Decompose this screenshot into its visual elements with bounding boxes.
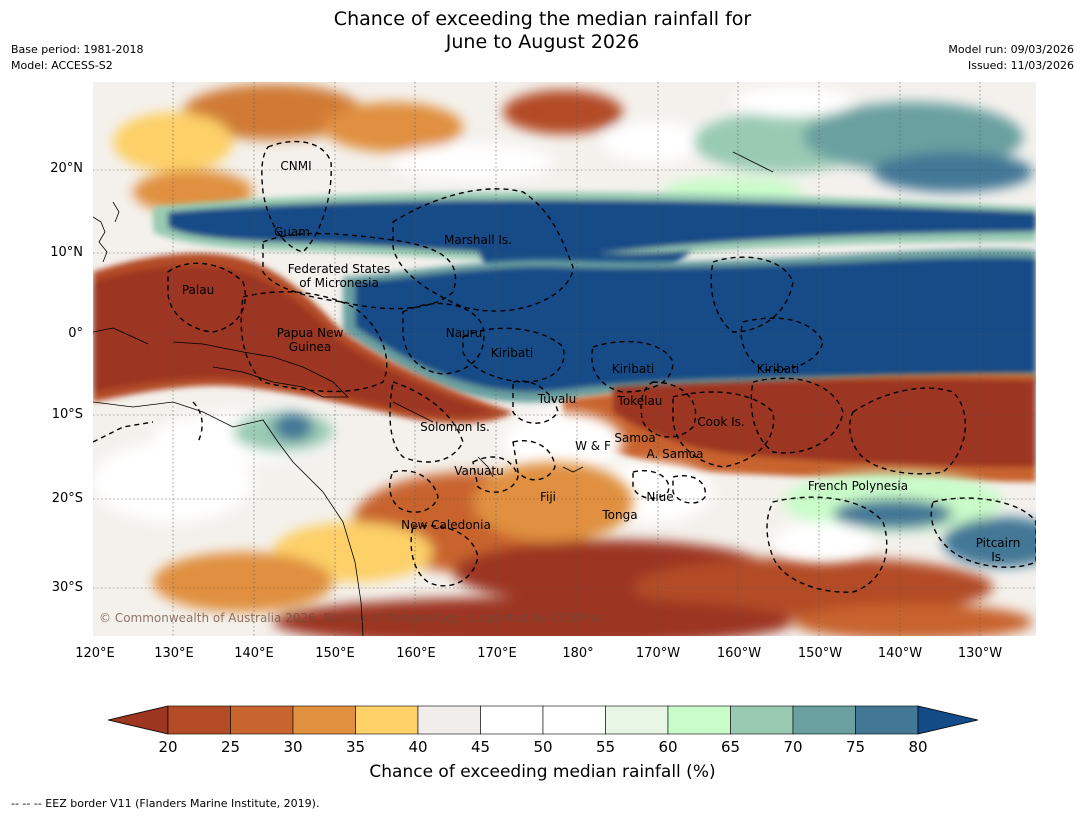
eez-footnote: -- -- -- EEZ border V11 (Flanders Marine… xyxy=(11,797,320,810)
lon-tick-120e: 120°E xyxy=(75,646,115,661)
colorbar-segment xyxy=(167,705,231,735)
colorbar-segment xyxy=(605,705,669,735)
meta-right: Model run: 09/03/2026 Issued: 11/03/2026 xyxy=(948,42,1074,74)
lon-tick-150e: 150°E xyxy=(315,646,355,661)
label-cook-islands: Cook Is. xyxy=(697,415,744,429)
copyright-notice: © Commonwealth of Australia 2026, Bureau… xyxy=(99,611,604,625)
colorbar-label: 20 xyxy=(158,738,178,756)
colorbar-label: 30 xyxy=(283,738,303,756)
lon-tick-170e: 170°E xyxy=(477,646,517,661)
colorbar-title: Chance of exceeding median rainfall (%) xyxy=(369,762,716,782)
colorbar-label: 65 xyxy=(720,738,741,756)
colorbar-segment xyxy=(667,705,731,735)
title-line-2: June to August 2026 xyxy=(445,31,640,53)
lat-tick-20s: 20°S xyxy=(51,491,83,506)
colorbar-label: 40 xyxy=(408,738,428,756)
colorbar-segment xyxy=(855,705,919,735)
colorbar-segment xyxy=(292,705,356,735)
colorbar-segment xyxy=(542,705,606,735)
lon-tick-130e: 130°E xyxy=(154,646,194,661)
colorbar xyxy=(108,705,978,735)
chart-title: Chance of exceeding the median rainfall … xyxy=(0,8,1085,54)
label-american-samoa: A. Samoa xyxy=(647,447,704,461)
label-kiribati-west: Kiribati xyxy=(491,346,533,360)
label-kiribati-east: Kiribati xyxy=(757,362,799,376)
colorbar-segment xyxy=(417,705,481,735)
colorbar-label: 50 xyxy=(533,738,553,756)
label-tonga: Tonga xyxy=(601,508,637,522)
colorbar-segment xyxy=(230,705,294,735)
title-line-1: Chance of exceeding the median rainfall … xyxy=(333,8,752,30)
base-period: Base period: 1981-2018 xyxy=(11,43,144,56)
lon-tick-150w: 150°W xyxy=(797,646,843,661)
eez-borders xyxy=(93,140,1036,593)
label-tuvalu: Tuvalu xyxy=(537,392,577,406)
colorbar-extend-low xyxy=(108,705,169,735)
lon-tick-180: 180° xyxy=(562,646,594,661)
lat-tick-0: 0° xyxy=(68,326,83,341)
label-palau: Palau xyxy=(182,283,214,297)
colorbar-label: 80 xyxy=(908,738,928,756)
colorbar-label: 60 xyxy=(658,738,678,756)
label-fiji: Fiji xyxy=(540,490,556,504)
label-cnmi: CNMI xyxy=(280,159,311,173)
label-guam: Guam xyxy=(274,225,310,239)
issued-date: Issued: 11/03/2026 xyxy=(967,59,1074,72)
label-samoa: Samoa xyxy=(614,431,655,445)
label-pitcairn-line-2: Is. xyxy=(991,550,1005,564)
colorbar-extend-high xyxy=(917,705,978,735)
label-new-caledonia: New Caledonia xyxy=(401,518,491,532)
colorbar-label: 35 xyxy=(345,738,366,756)
grid-lines xyxy=(93,82,1036,636)
label-tokelau: Tokelau xyxy=(617,394,663,408)
label-nauru: Nauru xyxy=(446,326,482,340)
lat-tick-10s: 10°S xyxy=(51,407,83,422)
lat-tick-20n: 20°N xyxy=(50,161,83,176)
map-canvas: CNMI Guam Marshall Is. Federated States … xyxy=(93,82,1036,636)
place-labels: CNMI Guam Marshall Is. Federated States … xyxy=(182,159,1020,564)
lon-tick-170w: 170°W xyxy=(635,646,681,661)
colorbar-segment xyxy=(792,705,856,735)
colorbar-segment xyxy=(480,705,544,735)
colorbar-segment xyxy=(730,705,794,735)
lon-tick-160w: 160°W xyxy=(716,646,762,661)
colorbar-label: 75 xyxy=(845,738,866,756)
colorbar-label: 25 xyxy=(220,738,241,756)
label-vanuatu: Vanuatu xyxy=(454,464,504,478)
label-pitcairn-line-1: Pitcairn xyxy=(976,536,1021,550)
colorbar-label: 55 xyxy=(595,738,616,756)
label-png-line-2: Guinea xyxy=(289,340,332,354)
label-niue: Niue xyxy=(646,490,673,504)
rainfall-fields xyxy=(93,84,1036,636)
lon-tick-160e: 160°E xyxy=(396,646,436,661)
lon-tick-130w: 130°W xyxy=(957,646,1003,661)
label-png-line-1: Papua New xyxy=(277,326,344,340)
label-marshall: Marshall Is. xyxy=(444,233,512,247)
label-french-polynesia: French Polynesia xyxy=(808,479,908,493)
label-solomon-islands: Solomon Is. xyxy=(420,420,490,434)
colorbar-segment xyxy=(355,705,419,735)
label-wallis-futuna: W & F xyxy=(575,439,611,453)
meta-left: Base period: 1981-2018 Model: ACCESS-S2 xyxy=(11,42,143,74)
lat-tick-10n: 10°N xyxy=(50,245,83,260)
lon-tick-140e: 140°E xyxy=(234,646,274,661)
lon-tick-140w: 140°W xyxy=(877,646,923,661)
rainfall-map: CNMI Guam Marshall Is. Federated States … xyxy=(93,82,1036,636)
model-name: Model: ACCESS-S2 xyxy=(11,59,113,72)
colorbar-label: 45 xyxy=(470,738,491,756)
colorbar-label: 70 xyxy=(783,738,803,756)
label-fsm-line-1: Federated States xyxy=(288,262,390,276)
model-run: Model run: 09/03/2026 xyxy=(948,43,1074,56)
lat-tick-30s: 30°S xyxy=(51,580,83,595)
label-fsm-line-2: of Micronesia xyxy=(299,276,379,290)
label-kiribati-central: Kiribati xyxy=(612,362,654,376)
